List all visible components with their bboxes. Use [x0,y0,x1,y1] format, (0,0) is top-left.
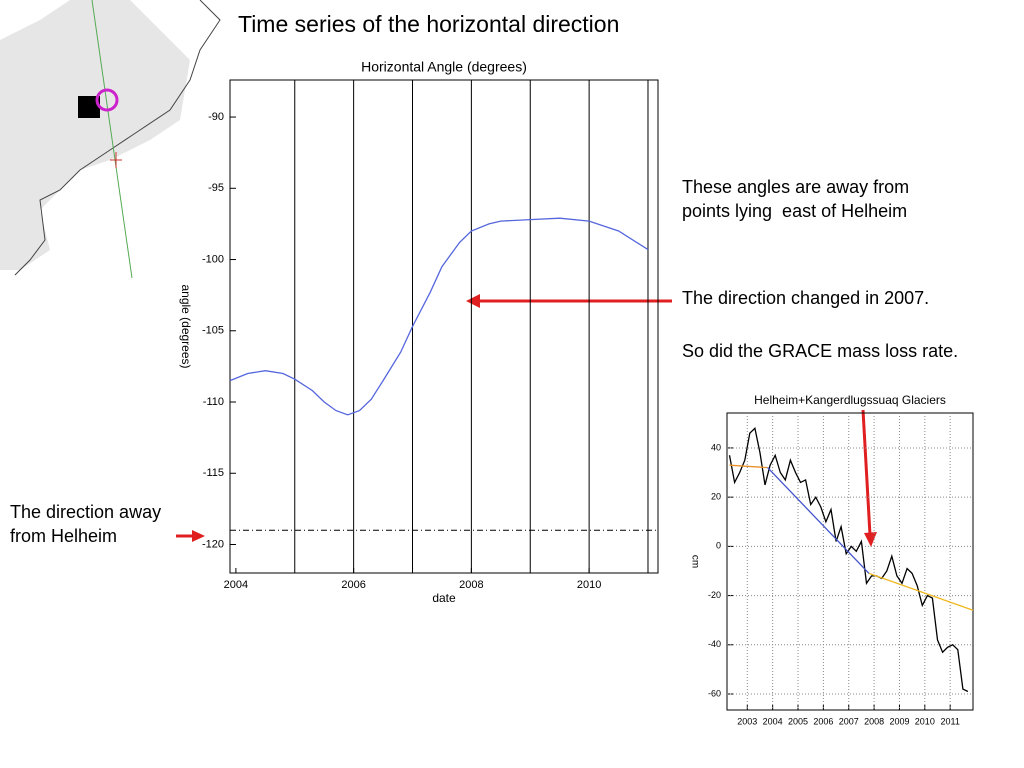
y-tick-label: 20 [711,492,721,502]
y-tick-label: -105 [202,325,224,337]
x-axis-label: date [432,591,456,605]
note: So did the GRACE mass loss rate. [682,341,959,361]
x-tick-label: 2004 [224,579,248,591]
map [0,0,221,279]
y-tick-label: 0 [716,541,721,551]
y-tick-label: -60 [708,688,721,698]
arrows [176,294,877,547]
note: The direction away from Helheim [10,502,162,546]
y-tick-label: -115 [203,467,224,479]
y-tick-label: -100 [202,253,224,265]
y-tick-label: -90 [208,111,224,123]
y-tick-label: -120 [202,538,224,550]
x-tick-label: 2006 [341,579,365,591]
y-axis-label: cm [689,555,700,568]
plot-frame [726,412,974,711]
y-tick-label: -40 [708,639,721,649]
data-line [229,217,649,416]
x-tick-label: 2005 [788,716,808,726]
y-tick-label: -20 [708,590,721,600]
x-tick-label: 2011 [940,716,959,726]
x-tick-label: 2010 [577,579,601,591]
chart-title: Helheim+Kangerdlugssuaq Glaciers [754,393,946,407]
x-tick-label: 2007 [839,716,859,726]
x-tick-label: 2008 [459,579,483,591]
x-tick-label: 2003 [737,716,757,726]
y-tick-label: -110 [203,396,224,408]
x-tick-label: 2006 [813,716,833,726]
x-tick-label: 2010 [915,716,935,726]
data-line [767,467,870,574]
note: These angles are away from points lying … [682,177,910,221]
chart-title: Horizontal Angle (degrees) [361,59,527,75]
x-tick-label: 2004 [763,716,783,726]
y-tick-label: -95 [208,182,224,194]
x-tick-label: 2009 [889,716,909,726]
data-line [729,464,768,469]
data-line [868,572,974,611]
note: The direction changed in 2007. [682,288,930,308]
plot-frame [229,79,659,574]
y-axis-label: angle (degrees) [179,284,193,368]
slide-title: Time series of the horizontal direction [238,11,620,37]
y-tick-label: 40 [711,442,721,452]
x-tick-label: 2008 [864,716,884,726]
